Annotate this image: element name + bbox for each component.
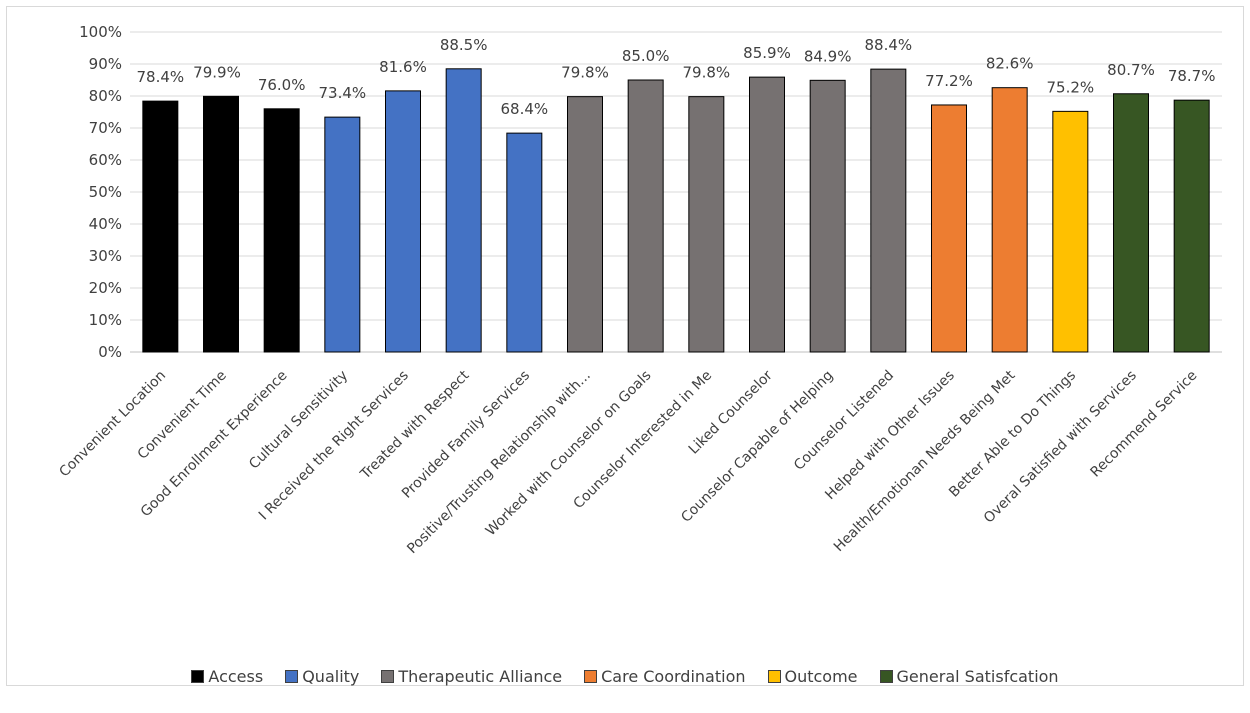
legend-label: General Satisfcation bbox=[896, 667, 1059, 686]
legend-swatch bbox=[285, 670, 299, 683]
category-label: Provided Family Services bbox=[399, 368, 533, 502]
bar bbox=[870, 68, 907, 353]
legend-item: Care Coordination bbox=[584, 667, 746, 686]
legend-label: Quality bbox=[302, 667, 360, 686]
legend-label: Therapeutic Alliance bbox=[398, 667, 563, 686]
data-label: 77.2% bbox=[925, 72, 973, 90]
category-label: Counselor Listened bbox=[791, 368, 897, 474]
legend-label: Outcome bbox=[784, 667, 858, 686]
legend-item: Quality bbox=[285, 667, 359, 686]
data-label: 80.7% bbox=[1107, 61, 1155, 79]
data-label: 82.6% bbox=[986, 55, 1034, 73]
legend-swatch bbox=[191, 670, 205, 683]
category-label: Convenient Location bbox=[56, 368, 169, 481]
y-tick-label: 0% bbox=[98, 343, 122, 361]
bar bbox=[1052, 110, 1089, 353]
legend-label: Care Coordination bbox=[601, 667, 746, 686]
y-tick-label: 30% bbox=[89, 247, 122, 265]
bar bbox=[688, 96, 725, 353]
legend-swatch bbox=[584, 670, 598, 683]
data-label: 73.4% bbox=[319, 84, 367, 102]
data-label: 81.6% bbox=[379, 58, 427, 76]
data-label: 84.9% bbox=[804, 47, 852, 65]
data-label: 79.8% bbox=[683, 64, 731, 82]
legend-item: General Satisfcation bbox=[879, 667, 1059, 686]
bar bbox=[1113, 93, 1149, 353]
legend-swatch bbox=[879, 670, 893, 683]
bar bbox=[931, 104, 967, 353]
data-label: 68.4% bbox=[501, 100, 549, 118]
data-label: 88.4% bbox=[865, 36, 913, 54]
y-tick-label: 80% bbox=[89, 87, 122, 105]
legend-swatch bbox=[381, 670, 395, 683]
data-label: 78.4% bbox=[137, 68, 185, 86]
y-tick-label: 10% bbox=[89, 311, 122, 329]
category-label: Helped with Other Issues bbox=[822, 368, 958, 504]
legend-swatch bbox=[767, 670, 781, 683]
y-tick-label: 20% bbox=[89, 279, 122, 297]
bar bbox=[506, 132, 543, 353]
y-tick-label: 60% bbox=[89, 151, 122, 169]
bar bbox=[385, 90, 421, 353]
category-label: Cultural Sensitivity bbox=[246, 368, 351, 473]
data-label: 85.0% bbox=[622, 47, 670, 65]
data-label: 75.2% bbox=[1047, 78, 1095, 96]
bar bbox=[203, 95, 239, 353]
bar bbox=[1173, 99, 1210, 353]
bar bbox=[142, 100, 179, 353]
y-tick-label: 40% bbox=[89, 215, 122, 233]
y-tick-label: 50% bbox=[89, 183, 122, 201]
legend-item: Access bbox=[191, 667, 263, 686]
legend-item: Therapeutic Alliance bbox=[381, 667, 562, 686]
bar bbox=[991, 87, 1028, 353]
category-label: Recommend Service bbox=[1087, 368, 1200, 481]
data-label: 78.7% bbox=[1168, 67, 1216, 85]
legend: Access Quality Therapeutic Alliance Care Co… bbox=[0, 667, 1250, 686]
data-label: 85.9% bbox=[743, 44, 791, 62]
category-label: Better Able to Do Things bbox=[946, 368, 1079, 501]
y-tick-label: 90% bbox=[89, 55, 122, 73]
legend-label: Access bbox=[208, 667, 264, 686]
bar bbox=[627, 79, 664, 353]
bar bbox=[445, 68, 482, 353]
data-label: 79.9% bbox=[193, 63, 241, 81]
data-label: 76.0% bbox=[258, 76, 306, 94]
bar bbox=[567, 96, 603, 353]
bar bbox=[263, 108, 300, 353]
bar bbox=[324, 116, 361, 353]
category-label: Treated with Respect bbox=[357, 367, 473, 483]
bar bbox=[809, 79, 846, 353]
y-tick-label: 70% bbox=[89, 119, 122, 137]
legend-item: Outcome bbox=[767, 667, 858, 686]
bar-chart: 0% 10% 20% 30% 40% 50% 60% 70% 80% 90% 100% 78.4% Co… bbox=[56, 23, 1222, 557]
chart-frame bbox=[6, 6, 1244, 686]
y-tick-label: 100% bbox=[79, 23, 122, 41]
data-label: 88.5% bbox=[440, 36, 488, 54]
bar bbox=[749, 76, 785, 353]
data-label: 79.8% bbox=[561, 64, 609, 82]
